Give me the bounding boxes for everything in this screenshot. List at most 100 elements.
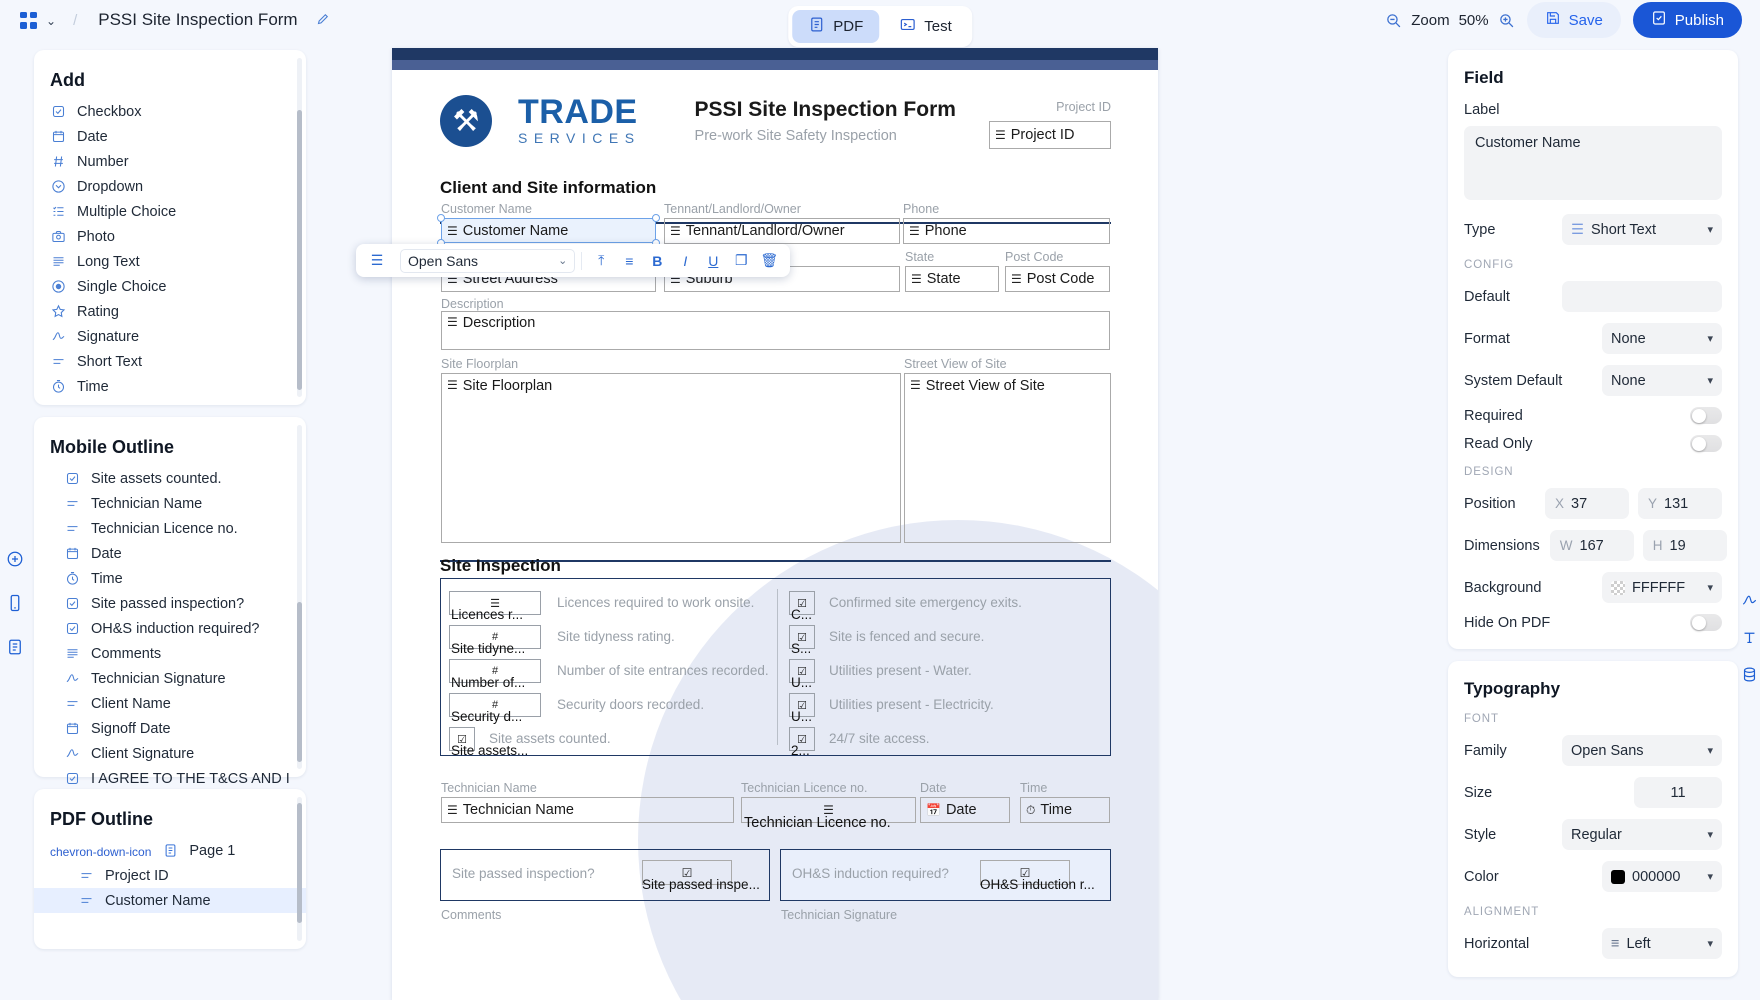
horizontal-select[interactable]: ≡ Left ▾ [1602,928,1722,959]
duplicate-button[interactable]: ❐ [735,252,748,268]
list-item[interactable]: Signoff Date [48,716,306,741]
list-item[interactable]: Site assets counted. [48,466,306,491]
required-toggle[interactable] [1690,407,1722,424]
delete-button[interactable]: 🗑 [760,252,779,268]
list-item[interactable]: Customer Name [34,888,306,913]
field-customer-name[interactable]: ☰ Customer Name [441,218,656,243]
resize-handle-tl[interactable] [437,214,445,222]
field-description[interactable]: ☰ Description [441,311,1110,350]
mobile-outline-scrollbar[interactable] [297,602,302,762]
list-item[interactable]: Client Name [48,691,306,716]
mobile-outline-scroll-track[interactable] [297,425,302,769]
system-default-select[interactable]: None ▾ [1602,365,1722,396]
field-technician-licence[interactable]: ☰ [741,797,916,823]
list-item[interactable]: Photo [34,224,306,249]
apps-grid-icon[interactable] [20,11,37,29]
inspection-field[interactable]: # [449,659,541,683]
chevron-down-icon[interactable]: chevron-down-icon [50,844,152,859]
format-select[interactable]: None ▾ [1602,323,1722,354]
list-item[interactable]: Technician Signature [48,666,306,691]
list-item[interactable]: Multiple Choice [34,199,306,224]
font-family-select[interactable]: Open Sans ⌄ [400,248,576,273]
list-item[interactable]: Date [34,124,306,149]
field-phone[interactable]: ☰ Phone [903,218,1110,244]
list-item[interactable]: Time [34,374,306,399]
pdf-outline-page-row[interactable]: chevron-down-icon Page 1 [34,838,306,863]
list-item[interactable]: Date [48,541,306,566]
align-top-button[interactable]: ⤒ [598,252,605,268]
underline-button[interactable]: U [708,252,719,269]
field-tennant[interactable]: ☰ Tennant/Landlord/Owner [664,218,900,244]
list-item[interactable]: Time [48,566,306,591]
hide-on-pdf-toggle[interactable] [1690,614,1722,631]
list-item[interactable]: Single Choice [34,274,306,299]
italic-button[interactable]: I [683,252,688,269]
list-item[interactable]: OH&S induction required? [48,616,306,641]
list-item[interactable]: Short Text [34,349,306,374]
resize-handle-tr[interactable] [652,214,660,222]
field-site-floorplan[interactable]: ☰ Site Floorplan [441,373,901,543]
field-site-passed[interactable]: ☑ [642,860,732,885]
database-tool-icon[interactable] [1741,666,1758,687]
inspection-field[interactable]: ☑ [789,659,815,683]
default-input[interactable] [1562,281,1722,312]
pencil-icon[interactable] [316,11,331,30]
pdf-canvas[interactable]: TRADE SERVICES PSSI Site Inspection Form… [392,48,1158,1000]
tab-test[interactable]: Test [883,10,968,43]
field-technician-name[interactable]: ☰ Technician Name [441,797,734,823]
field-ohs[interactable]: ☑ [980,860,1070,885]
list-item[interactable]: Comments [48,641,306,666]
list-item[interactable]: Technician Name [48,491,306,516]
dimension-h-input[interactable]: H 19 [1642,530,1727,561]
field-date[interactable]: 📅 Date [920,797,1010,823]
bold-button[interactable]: B [652,252,663,269]
list-item[interactable]: Rating [34,299,306,324]
field-state[interactable]: ☰ State [905,266,999,292]
add-panel-scrollbar[interactable] [297,110,302,390]
zoom-out-icon[interactable] [1385,12,1402,29]
text-tool-icon[interactable] [1741,629,1758,650]
document-icon[interactable] [6,638,24,660]
field-project-id[interactable]: ☰ Project ID [989,121,1111,149]
list-item[interactable]: Project ID [34,863,306,888]
list-item[interactable]: I AGREE TO THE T&CS AND I [48,766,306,791]
inspection-field[interactable]: ☑ [789,693,815,717]
field-time[interactable]: ⏱ Time [1020,797,1110,823]
inspection-field[interactable]: # [449,625,541,649]
list-item[interactable]: Site passed inspection? [48,591,306,616]
workspace-chevron-icon[interactable]: ⌄ [46,14,57,28]
type-select[interactable]: ☰ Short Text ▾ [1562,214,1722,245]
position-y-input[interactable]: Y 131 [1638,488,1722,519]
list-item[interactable]: Number [34,149,306,174]
list-item[interactable]: Technician Licence no. [48,516,306,541]
position-x-input[interactable]: X 37 [1545,488,1629,519]
color-select[interactable]: 000000 ▾ [1602,861,1722,892]
inspection-field[interactable]: ☑ [789,591,815,615]
inspection-field[interactable]: ☑ [789,625,815,649]
pdf-page[interactable]: TRADE SERVICES PSSI Site Inspection Form… [392,70,1158,1000]
inspection-field[interactable]: ☑ [789,727,815,751]
tab-pdf[interactable]: PDF [792,10,880,43]
inspection-field[interactable]: # [449,693,541,717]
inspection-field[interactable]: ☑ [449,727,475,751]
readonly-toggle[interactable] [1690,435,1722,452]
inspection-field[interactable]: ☰ [449,591,541,615]
list-item[interactable]: Checkbox [34,99,306,124]
list-item[interactable]: Signature [34,324,306,349]
list-item[interactable]: Dropdown [34,174,306,199]
field-street-view[interactable]: ☰ Street View of Site [904,373,1111,543]
align-left-button[interactable]: ≡ [625,252,634,269]
family-select[interactable]: Open Sans ▾ [1562,735,1722,766]
field-post-code[interactable]: ☰ Post Code [1005,266,1110,292]
signature-tool-icon[interactable] [1741,592,1758,613]
label-input[interactable]: Customer Name [1464,126,1722,200]
list-item[interactable]: Long Text [34,249,306,274]
style-select[interactable]: Regular ▾ [1562,819,1722,850]
pdf-outline-scrollbar[interactable] [297,803,302,923]
add-circle-icon[interactable] [6,550,24,572]
mobile-icon[interactable] [6,594,24,616]
background-select[interactable]: FFFFFF ▾ [1602,572,1722,603]
size-input[interactable]: 11 [1634,777,1722,808]
save-button[interactable]: Save [1526,2,1621,38]
list-item[interactable]: Client Signature [48,741,306,766]
